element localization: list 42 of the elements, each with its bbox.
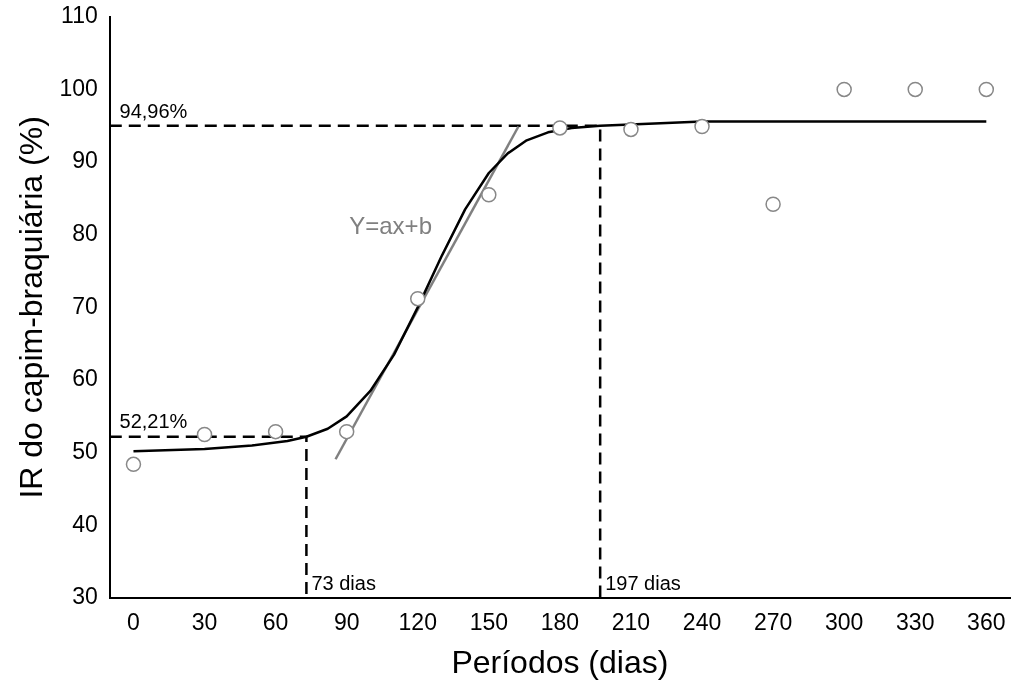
y-tick-label: 30 [72,583,98,610]
y-tick-label: 70 [72,292,98,319]
y-axis-title: IR do capim-braquiária (%) [13,116,50,499]
x-tick-label: 240 [682,609,722,636]
point [196,426,213,443]
point [978,81,995,98]
point [267,423,284,440]
point [552,120,568,136]
point [765,196,781,212]
x-tick-label: 90 [333,609,360,636]
point [338,423,355,440]
y-tick-label: 90 [72,147,98,174]
x-tick-label: 60 [262,609,289,636]
annotation: 197 dias [605,571,681,594]
x-tick-label: 0 [127,609,140,636]
y-tick-label: 110 [61,2,98,29]
point [481,187,497,203]
point [836,81,852,98]
x-tick-label: 210 [611,609,651,636]
point [694,118,710,135]
annotation: 94,96% [119,99,188,122]
annotation: 73 dias [311,571,376,594]
y-tick-label: 40 [72,510,98,537]
y-tick-label: 50 [72,438,98,465]
x-axis-title: Períodos (dias) [451,643,669,680]
annotation: 52,21% [119,410,188,433]
y-tick-label: 60 [72,365,98,392]
y-tick-label: 80 [72,220,98,247]
x-tick-label: 120 [398,609,437,636]
point [907,81,923,98]
x-tick-label: 180 [540,609,580,636]
x-tick-label: 300 [824,609,864,636]
point [623,121,639,138]
x-tick-label: 330 [896,609,935,636]
x-tick-label: 30 [191,609,218,636]
point [125,456,142,473]
x-tick-label: 360 [967,609,1006,636]
point [410,290,426,307]
x-tick-label: 150 [469,609,508,636]
y-tick-label: 100 [59,74,98,101]
series-label: Y=ax+b [349,212,432,240]
x-tick-label: 270 [753,609,793,636]
